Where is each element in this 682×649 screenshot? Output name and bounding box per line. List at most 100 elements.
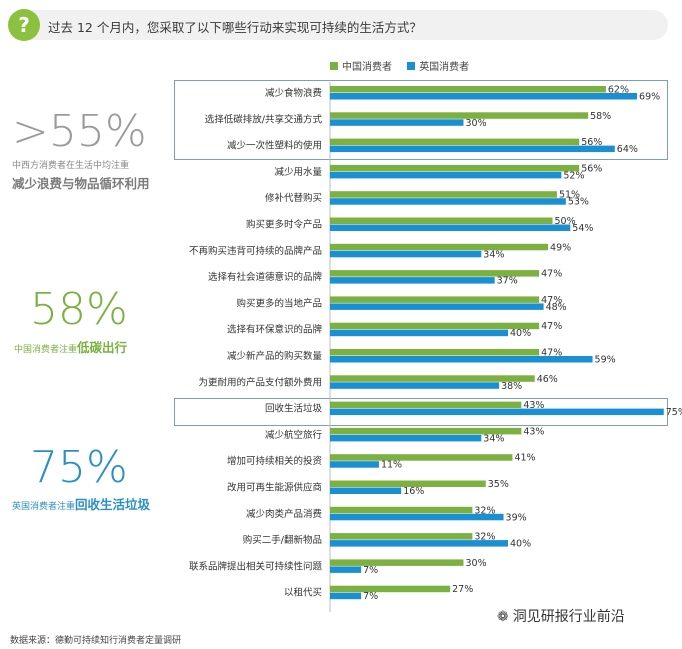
data-label-china: 58%: [590, 111, 611, 122]
data-label-china: 56%: [581, 137, 602, 148]
category-label: 增加可持续相关的投资: [227, 455, 323, 467]
data-label-china: 50%: [555, 216, 576, 227]
stat-uk-highlight: 回收生活垃圾: [75, 497, 151, 512]
category-label: 回收生活垃圾: [265, 403, 323, 415]
bar-uk: [330, 592, 362, 600]
bar-china: [330, 454, 513, 461]
data-label-china: 47%: [541, 269, 562, 280]
bar-china: [330, 86, 606, 93]
stat-western-percent: >55%: [12, 106, 147, 157]
bar-uk: [330, 250, 482, 258]
data-label-uk: 37%: [497, 276, 518, 287]
category-label: 修补代替购买: [265, 192, 322, 204]
data-label-uk: 64%: [617, 144, 638, 155]
bar-china: [330, 506, 473, 514]
legend-item-china: 中国消费者: [330, 58, 392, 73]
bar-uk: [330, 513, 504, 521]
category-label: 购买更多的当地产品: [236, 297, 322, 309]
bar-china: [330, 480, 486, 487]
bar-uk: [330, 119, 464, 126]
bar-china: [330, 559, 464, 566]
data-label-china: 49%: [550, 242, 571, 253]
wechat-icon: ❁: [497, 609, 509, 625]
bar-china: [330, 112, 589, 119]
bar-china: [330, 533, 473, 540]
data-source: 数据来源：德勤可持续知行消费者定量调研: [10, 636, 182, 646]
data-label-china: 30%: [466, 558, 487, 569]
data-label-china: 27%: [452, 584, 473, 595]
data-label-uk: 54%: [572, 223, 593, 234]
category-label: 选择有社会道德意识的品牌: [208, 271, 323, 283]
bar-uk: [330, 198, 566, 205]
data-label-china: 35%: [488, 479, 509, 490]
category-label: 减少航空旅行: [265, 429, 323, 441]
question-text: 过去 12 个月内，您采取了以下哪些行动来实现可持续的生活方式？: [48, 20, 422, 35]
bar-china: [330, 191, 557, 198]
stat-uk-caption: 英国消费者注重回收生活垃圾: [12, 498, 177, 514]
category-label: 减少肉类产品消费: [246, 508, 322, 520]
data-label-uk: 11%: [381, 460, 402, 471]
bar-uk: [330, 540, 508, 547]
bar-china: [330, 243, 549, 251]
category-label: 减少食物浪费: [265, 87, 322, 99]
bar-china: [330, 349, 540, 356]
stat-china-highlight: 低碳出行: [77, 340, 128, 355]
stat-china-caption-text: 中国消费者注重: [14, 345, 78, 355]
category-label: 为更耐用的产品支付额外费用: [198, 376, 322, 388]
bar-uk: [330, 487, 402, 494]
stat-uk-caption-text: 英国消费者注重: [12, 502, 76, 512]
stat-china-percent: 58%: [30, 284, 128, 335]
bar-uk: [330, 224, 571, 231]
bar-china: [330, 401, 522, 409]
category-label: 减少一次性塑料的使用: [227, 140, 322, 152]
bar-uk: [330, 171, 562, 179]
data-label-uk: 75%: [666, 407, 682, 418]
legend-swatch-china: [330, 62, 338, 70]
category-label: 不再购买违背可持续的品牌产品: [189, 245, 322, 257]
bar-uk: [330, 145, 615, 153]
legend-swatch-uk: [407, 62, 416, 70]
watermark-text: 洞见研报行业前沿: [512, 609, 625, 625]
data-label-uk: 52%: [563, 170, 584, 181]
bar-china: [330, 270, 540, 277]
legend-label-china: 中国消费者: [342, 62, 392, 73]
bar-uk: [330, 566, 362, 573]
bar-china: [330, 375, 535, 382]
data-label-uk: 40%: [510, 328, 531, 339]
data-label-uk: 53%: [568, 197, 589, 208]
bar-uk: [330, 93, 638, 100]
data-label-china: 47%: [541, 321, 562, 332]
data-label-china: 47%: [541, 295, 562, 306]
data-label-china: 56%: [581, 163, 602, 174]
data-label-uk: 30%: [466, 118, 487, 129]
data-label-uk: 34%: [483, 433, 504, 444]
bar-uk: [330, 382, 500, 389]
category-label: 购买更多时令产品: [246, 219, 322, 231]
bar-china: [330, 427, 522, 435]
bar-china: [330, 217, 553, 224]
data-label-uk: 16%: [403, 486, 424, 497]
data-label-china: 47%: [541, 348, 562, 359]
data-label-china: 46%: [537, 374, 558, 385]
data-label-uk: 48%: [546, 302, 567, 313]
category-label: 减少用水量: [274, 166, 322, 178]
category-label: 联系品牌提出相关可持续性问题: [189, 560, 323, 572]
bar-china: [330, 138, 580, 146]
data-label-china: 32%: [474, 532, 495, 543]
watermark: ❁ 洞见研报行业前沿: [497, 606, 625, 626]
bar-china: [330, 322, 540, 330]
bar-uk: [330, 277, 495, 284]
bar-uk: [330, 434, 482, 442]
data-label-china: 43%: [523, 400, 544, 411]
data-label-uk: 7%: [363, 591, 378, 602]
question-header: ? 过去 12 个月内，您采取了以下哪些行动来实现可持续的生活方式？: [8, 9, 668, 41]
bar-china: [330, 164, 580, 172]
data-label-china: 51%: [559, 190, 580, 201]
highlight-box-recycling: [174, 398, 668, 426]
category-label: 选择低碳排放/共享交通方式: [205, 113, 323, 125]
bar-uk: [330, 408, 664, 416]
bar-uk: [330, 461, 379, 468]
chart-legend: 中国消费者 英国消费者: [330, 58, 481, 73]
category-label: 改用可再生能源供应商: [227, 482, 322, 494]
